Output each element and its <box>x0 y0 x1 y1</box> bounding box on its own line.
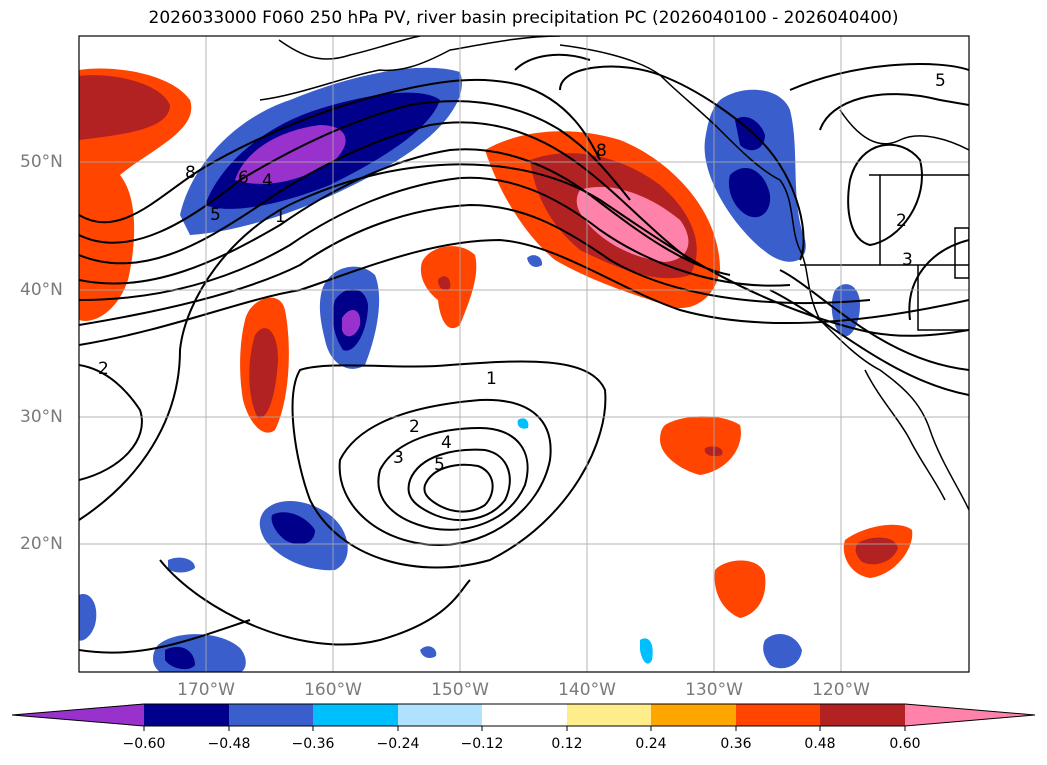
colorbar-tick-label: −0.48 <box>207 736 251 752</box>
colorbar-segment <box>144 704 229 726</box>
contour-label: 8 <box>596 141 607 161</box>
lon-label-140w: 140°W <box>558 680 616 700</box>
contour-label: 5 <box>935 71 946 91</box>
contour-label: 4 <box>262 171 273 191</box>
lat-label-30n: 30°N <box>20 407 63 427</box>
colorbar-tick-label: 0.36 <box>720 736 752 752</box>
colorbar-segment <box>567 704 651 726</box>
lat-label-40n: 40°N <box>20 280 63 300</box>
map-frame <box>78 35 970 673</box>
colorbar-tick-label: −0.12 <box>460 736 504 752</box>
contour-label: 8 <box>185 163 196 183</box>
graticule <box>79 36 969 672</box>
contour-label: 3 <box>902 250 913 270</box>
contour-label: 1 <box>486 369 497 389</box>
colorbar-tick-label: −0.24 <box>376 736 420 752</box>
contour-labels: 8 6 4 5 1 2 8 5 2 3 1 2 3 4 5 <box>98 71 946 475</box>
colorbar-segment <box>905 704 1035 726</box>
lat-label-50n: 50°N <box>20 152 63 172</box>
contour-label: 5 <box>210 205 221 225</box>
colorbar-segment <box>736 704 820 726</box>
contour-label: 6 <box>238 168 249 188</box>
contour-label: 2 <box>409 417 420 437</box>
colorbar-tick-label: −0.36 <box>291 736 335 752</box>
colorbar-tick-label: −0.60 <box>122 736 166 752</box>
colorbar-segment <box>820 704 905 726</box>
pv-contours <box>79 53 969 654</box>
map-title: 2026033000 F060 250 hPa PV, river basin … <box>148 8 899 28</box>
lon-label-160w: 160°W <box>304 680 362 700</box>
contour-label: 2 <box>98 359 109 379</box>
colorbar-segment <box>229 704 313 726</box>
lon-label-170w: 170°W <box>177 680 235 700</box>
lat-label-20n: 20°N <box>20 534 63 554</box>
lon-label-120w: 120°W <box>812 680 870 700</box>
colorbar-tick-label: 0.12 <box>551 736 583 752</box>
coastlines <box>259 36 969 511</box>
contour-label: 5 <box>434 455 445 475</box>
lon-label-150w: 150°W <box>431 680 489 700</box>
colorbar-tick-label: 0.60 <box>889 736 921 752</box>
colorbar-segment <box>651 704 736 726</box>
contour-label: 1 <box>275 207 286 227</box>
contour-label: 4 <box>441 433 452 453</box>
lon-label-130w: 130°W <box>685 680 743 700</box>
contour-label: 2 <box>896 211 907 231</box>
colorbar-segment <box>313 704 398 726</box>
colorbar-segment <box>398 704 482 726</box>
colorbar-tick-label: 0.48 <box>804 736 836 752</box>
colorbar-tick-marks <box>143 726 906 731</box>
colorbar-segment <box>482 704 567 726</box>
colorbar-segment <box>12 704 144 726</box>
colorbar-tick-label: 0.24 <box>635 736 667 752</box>
contour-label: 3 <box>393 448 404 468</box>
